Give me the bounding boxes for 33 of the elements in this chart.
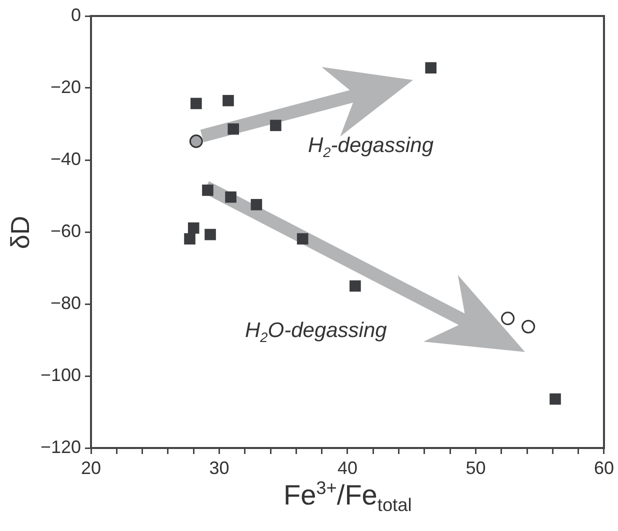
x-tick-label: 30 [209,458,230,478]
point [204,228,216,240]
point [225,191,236,203]
point [425,62,437,74]
point [189,134,203,148]
annotation: H$_{2}$O-degassing [245,319,387,346]
point [188,222,200,234]
y-axis-title: δD [4,215,36,249]
y-tick-label: −60 [50,220,81,241]
point [296,233,308,244]
annotation: H$_{2}$-degassing [308,134,434,160]
y-tick-label: −120 [40,436,81,457]
x-tick-label: 60 [594,458,614,478]
point [250,198,262,210]
x-tick-label: 50 [466,458,486,478]
y-tick-label: −20 [50,76,81,97]
point [350,280,361,292]
point [222,94,234,106]
point [184,233,196,244]
point [202,184,214,196]
point [501,312,515,326]
y-tick-label: 0 [70,4,81,25]
point [550,393,561,405]
point [270,120,282,132]
point [190,98,202,110]
y-tick-label: −40 [50,148,81,169]
point [228,123,240,135]
y-tick-label: −80 [50,292,81,313]
x-tick-label: 20 [80,458,102,478]
x-tick-label: 40 [337,458,358,478]
point [522,320,536,334]
x-axis-title: Fe$^{3+}$/Fe$_{total}$ [283,478,412,516]
y-tick-label: −100 [40,364,81,385]
